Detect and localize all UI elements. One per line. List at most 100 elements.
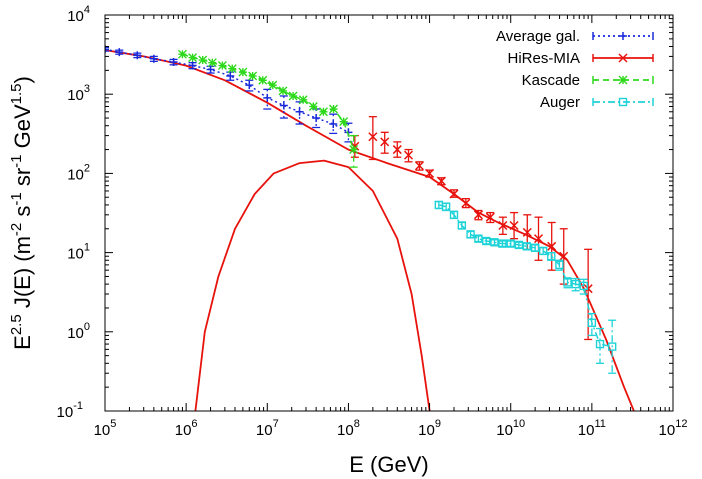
- x-tick-label: 1011: [578, 418, 606, 439]
- x-tick-label: 1010: [496, 418, 525, 439]
- data-point: [188, 61, 197, 70]
- legend-label: Average gal.: [496, 28, 580, 45]
- data-point: [547, 221, 557, 271]
- data-point: [449, 210, 459, 220]
- axis-ticks: 105 106 107 108 109 1010 1011 1012 10-1 100 101 102…: [57, 4, 688, 439]
- data-point: [329, 104, 339, 114]
- y-tick-label: 101: [67, 242, 90, 263]
- series-line: [182, 53, 355, 150]
- data-point: [579, 278, 588, 295]
- data-point: [188, 53, 198, 63]
- data-point: [177, 49, 187, 59]
- legend-label: Auger: [540, 94, 580, 111]
- data-point: [227, 64, 237, 74]
- data-point: [268, 80, 278, 90]
- data-point: [547, 251, 556, 261]
- data-point: [607, 319, 617, 374]
- data-point: [258, 75, 268, 85]
- y-axis-label: E2.5​ J(E) (m-2​ s-1​ sr-1​ GeV1.5​): [8, 76, 35, 350]
- data-point: [149, 54, 158, 63]
- data-point: [226, 71, 235, 81]
- data-point: [530, 243, 540, 252]
- data-point: [263, 88, 272, 110]
- data-point: [506, 239, 515, 248]
- plot-frame: [104, 14, 674, 412]
- series-hires-mia: [350, 116, 593, 341]
- data-point: [339, 117, 349, 127]
- data-point: [133, 51, 142, 60]
- data-point: [425, 168, 435, 178]
- data-point: [169, 58, 178, 67]
- y-tick-label: 100: [67, 321, 90, 342]
- data-point: [498, 216, 508, 235]
- data-point: [349, 134, 359, 168]
- data-point: [245, 79, 254, 92]
- data-point: [115, 48, 124, 57]
- data-point: [587, 312, 597, 337]
- y-tick-label: 103: [67, 83, 90, 104]
- legend-entry: HiRes-MIA: [507, 50, 654, 67]
- data-point: [473, 209, 483, 221]
- data-point: [509, 211, 519, 240]
- data-point: [482, 236, 491, 246]
- data-point: [498, 239, 507, 248]
- data-point: [380, 131, 390, 154]
- data-point: [436, 176, 446, 186]
- series-auger: [434, 200, 617, 374]
- data-point: [248, 71, 258, 81]
- x-tick-label: 106: [175, 418, 198, 439]
- data-point: [571, 277, 580, 292]
- data-point: [449, 189, 459, 199]
- data-point: [207, 58, 217, 68]
- data-point: [538, 246, 548, 256]
- legend-label: Kascade: [522, 72, 580, 89]
- legend-label: HiRes-MIA: [507, 50, 580, 67]
- model-curve-2: [194, 159, 431, 411]
- data-point: [434, 200, 444, 210]
- data-point: [238, 67, 248, 77]
- data-point: [312, 108, 321, 129]
- data-point: [308, 101, 318, 111]
- series-line: [105, 48, 349, 133]
- x-tick-label: 108: [337, 418, 360, 439]
- data-point: [279, 95, 288, 119]
- data-point: [522, 242, 532, 251]
- legend-entry: Kascade: [522, 72, 654, 89]
- legend: Average gal. HiRes-MIA Kascade Auger: [496, 28, 654, 111]
- data-point: [555, 259, 564, 271]
- legend-entry: Average gal.: [496, 28, 654, 45]
- data-series: [105, 45, 617, 374]
- data-point: [368, 116, 378, 161]
- series-kascade: [177, 49, 359, 168]
- data-point: [514, 240, 524, 250]
- data-point: [318, 107, 328, 117]
- legend-entry: Auger: [540, 94, 654, 111]
- data-point: [392, 141, 402, 158]
- data-point: [414, 161, 424, 171]
- data-point: [474, 234, 483, 243]
- data-point: [461, 197, 471, 209]
- y-tick-label: 10-1: [57, 400, 83, 421]
- data-point: [441, 202, 451, 212]
- data-point: [278, 86, 288, 96]
- data-point: [298, 95, 308, 105]
- x-tick-label: 105: [94, 418, 117, 439]
- data-point: [217, 61, 227, 71]
- x-tick-label: 109: [418, 418, 441, 439]
- data-point: [403, 148, 414, 163]
- data-point: [595, 327, 605, 364]
- data-point: [457, 221, 467, 230]
- data-point: [533, 216, 544, 261]
- y-tick-label: 102: [67, 162, 90, 183]
- data-point: [198, 55, 208, 65]
- x-axis-label: E (GeV): [349, 452, 428, 477]
- data-point: [466, 230, 475, 239]
- data-point: [329, 113, 338, 135]
- y-tick-label: 104: [67, 4, 90, 25]
- data-point: [490, 238, 499, 247]
- data-point: [206, 65, 215, 74]
- series-average-gal-: [105, 45, 353, 143]
- x-tick-label: 1012: [659, 418, 688, 439]
- data-point: [485, 211, 495, 224]
